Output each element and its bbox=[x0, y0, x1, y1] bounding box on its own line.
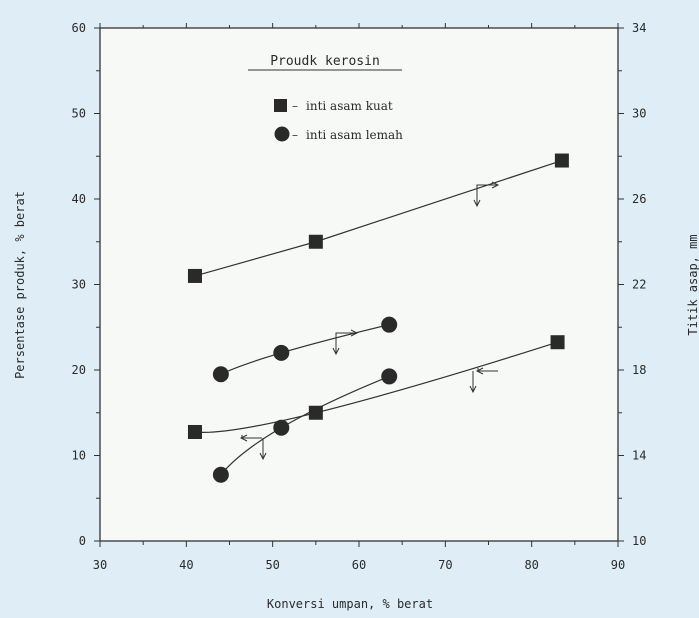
data-point-square-1-0 bbox=[187, 424, 202, 439]
axis-arrow-head bbox=[350, 329, 359, 337]
data-point-square-1-1 bbox=[308, 405, 323, 420]
y2-tick-label-30: 30 bbox=[632, 107, 646, 121]
y2-tick-label-18: 18 bbox=[632, 363, 646, 377]
x-tick-label-40: 40 bbox=[179, 558, 193, 572]
x-tick-label-50: 50 bbox=[265, 558, 279, 572]
legend-circle-marker bbox=[274, 126, 290, 142]
y2-tick-label-26: 26 bbox=[632, 192, 646, 206]
axis-arrow-head bbox=[239, 434, 248, 442]
legend-label-weak: inti asam lemah bbox=[306, 128, 403, 142]
axis-arrow-head bbox=[475, 367, 484, 375]
data-point-square-0-2 bbox=[554, 153, 569, 168]
data-point-circle-2-1 bbox=[273, 344, 290, 361]
axis-arrow-head bbox=[332, 347, 340, 356]
data-point-square-1-2 bbox=[550, 335, 565, 350]
x-axis-label: Konversi umpan, % berat bbox=[267, 597, 433, 611]
legend-label-strong: inti asam kuat bbox=[306, 99, 393, 113]
plot-area bbox=[99, 27, 619, 542]
x-tick-label-80: 80 bbox=[524, 558, 538, 572]
y-tick-label-0: 0 bbox=[79, 534, 86, 548]
y-tick-label-20: 20 bbox=[72, 363, 86, 377]
x-tick-label-90: 90 bbox=[611, 558, 625, 572]
axis-arrow-head bbox=[491, 181, 500, 189]
legend-square-marker bbox=[274, 99, 287, 112]
y-tick-label-50: 50 bbox=[72, 107, 86, 121]
data-point-square-0-0 bbox=[187, 268, 202, 283]
data-point-circle-3-1 bbox=[273, 419, 290, 436]
x-tick-label-70: 70 bbox=[438, 558, 452, 572]
axis-arrow-head bbox=[259, 452, 267, 461]
data-point-circle-3-0 bbox=[212, 466, 229, 483]
axis-ticks: 30 40 50 60 70 80 90 0 10 20 30 40 50 60 10 14 18 22 26 30 3… bbox=[72, 21, 647, 572]
y-axis-label: Persentase produk, % berat bbox=[13, 191, 27, 379]
data-point-circle-2-0 bbox=[212, 366, 229, 383]
chart-title: Proudk kerosin bbox=[270, 54, 380, 69]
data-point-square-0-1 bbox=[308, 234, 323, 249]
y-tick-label-40: 40 bbox=[72, 192, 86, 206]
y-tick-label-60: 60 bbox=[72, 21, 86, 35]
axis-arrow-head bbox=[469, 385, 477, 394]
y2-tick-label-22: 22 bbox=[632, 278, 646, 292]
legend: – inti asam kuat – inti asam lemah bbox=[274, 99, 403, 142]
data-point-circle-2-2 bbox=[381, 316, 398, 333]
y2-tick-label-10: 10 bbox=[632, 534, 646, 548]
y2-axis-label: Titik asap, mm bbox=[686, 234, 699, 335]
legend-dash-2: – bbox=[292, 128, 298, 142]
data-point-circle-3-2 bbox=[381, 368, 398, 385]
axis-arrow-head bbox=[473, 199, 481, 208]
y2-tick-label-34: 34 bbox=[632, 21, 646, 35]
legend-dash-1: – bbox=[292, 99, 298, 113]
y-tick-label-10: 10 bbox=[72, 449, 86, 463]
x-tick-label-60: 60 bbox=[352, 558, 366, 572]
y-tick-label-30: 30 bbox=[72, 278, 86, 292]
data-markers bbox=[187, 153, 569, 483]
axis-arrows bbox=[239, 181, 500, 461]
y2-tick-label-14: 14 bbox=[632, 449, 646, 463]
x-tick-label-30: 30 bbox=[93, 558, 107, 572]
